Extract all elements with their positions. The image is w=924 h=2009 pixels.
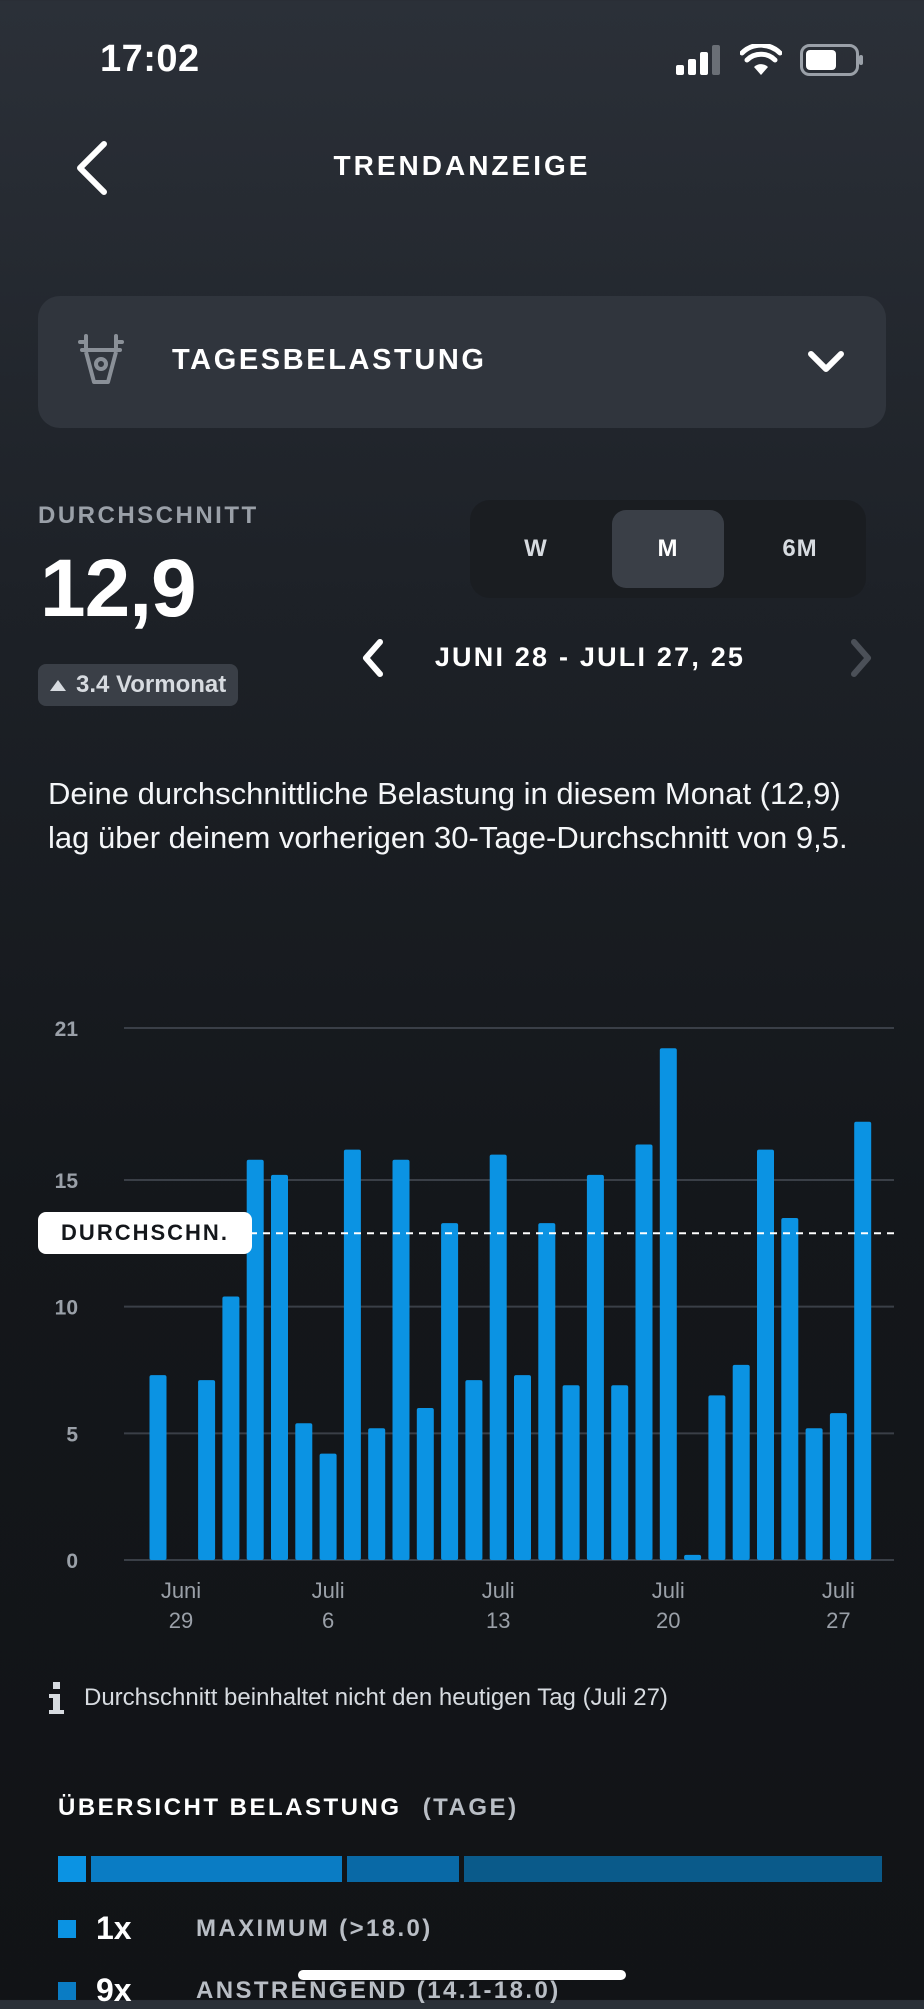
- home-indicator[interactable]: [298, 1970, 626, 1980]
- previous-month-text: 3.4 Vormonat: [76, 671, 227, 698]
- back-button[interactable]: [70, 140, 114, 196]
- chart-bar[interactable]: [149, 1375, 167, 1560]
- chart-bar[interactable]: [392, 1159, 410, 1560]
- page-title: TRENDANZEIGE: [333, 150, 591, 181]
- x-tick-day: 29: [169, 1608, 193, 1633]
- x-tick-month: Juli: [312, 1578, 345, 1603]
- overview-subtitle: (TAGE): [422, 1794, 519, 1821]
- y-tick-label: 0: [66, 1550, 78, 1573]
- info-note: Durchschnitt beinhaltet nicht den heutig…: [48, 1682, 668, 1714]
- x-tick-day: 13: [486, 1608, 510, 1633]
- metric-label: TAGESBELASTUNG: [172, 344, 487, 376]
- chart-bar[interactable]: [684, 1554, 702, 1560]
- up-triangle-icon: [50, 679, 66, 691]
- chart-bar[interactable]: [805, 1428, 823, 1560]
- strain-icon: [78, 334, 124, 384]
- x-tick-month: Juli: [652, 1578, 685, 1603]
- chart-bar[interactable]: [295, 1423, 313, 1560]
- previous-period-button[interactable]: [358, 636, 388, 680]
- chart-bar[interactable]: [757, 1149, 774, 1560]
- average-label: DURCHSCHNITT: [38, 502, 259, 529]
- chart-bar[interactable]: [514, 1375, 531, 1560]
- chevron-left-icon: [363, 639, 383, 677]
- average-chip: DURCHSCHN.: [38, 1212, 252, 1255]
- legend-count: 1x: [96, 1910, 132, 1946]
- chart-bar[interactable]: [271, 1174, 288, 1560]
- signal-icon: [676, 45, 720, 75]
- x-tick-month: Juli: [482, 1578, 515, 1603]
- summary-text: Deine durchschnittliche Belastung in die…: [48, 776, 848, 855]
- chart-bar[interactable]: [732, 1364, 750, 1560]
- chart-bar[interactable]: [489, 1154, 507, 1560]
- status-time: 17:02: [100, 38, 200, 80]
- legend-count: 9x: [96, 1972, 132, 2008]
- distribution-segment: [58, 1856, 86, 1882]
- chevron-down-icon: [808, 351, 844, 372]
- chart-bar[interactable]: [781, 1218, 799, 1560]
- chevron-left-icon: [77, 141, 107, 195]
- x-tick-month: Juni: [161, 1578, 201, 1603]
- legend-label: MAXIMUM (>18.0): [196, 1914, 433, 1942]
- chart-bar[interactable]: [538, 1223, 556, 1560]
- x-tick-month: Juli: [822, 1578, 855, 1603]
- overview-title-text: ÜBERSICHT BELASTUNG: [58, 1794, 402, 1821]
- chart-bar[interactable]: [611, 1385, 629, 1560]
- chart-bar[interactable]: [246, 1159, 264, 1560]
- overview-distribution-bar: [58, 1856, 882, 1882]
- chart-bar[interactable]: [829, 1413, 847, 1560]
- range-option-month[interactable]: M: [612, 510, 724, 588]
- average-value: 12,9: [40, 543, 197, 634]
- battery-icon: [800, 44, 863, 76]
- range-option-6-months[interactable]: 6M: [782, 535, 818, 562]
- chart-bar[interactable]: [222, 1296, 240, 1560]
- date-range: JUNI 28 - JULI 27, 25: [434, 642, 746, 672]
- legend-swatch: [58, 1981, 76, 2000]
- next-period-button[interactable]: [846, 636, 876, 680]
- status-icons: [676, 44, 864, 76]
- y-tick-label: 10: [55, 1297, 78, 1320]
- chart-bar[interactable]: [368, 1428, 386, 1560]
- chart-bar[interactable]: [319, 1453, 337, 1560]
- legend-row: 1x MAXIMUM (>18.0): [58, 1910, 433, 1947]
- x-tick-day: 20: [656, 1608, 680, 1633]
- range-toggle: W M 6M: [470, 500, 866, 598]
- wifi-icon: [740, 44, 782, 75]
- metric-selector[interactable]: TAGESBELASTUNG: [38, 296, 886, 428]
- chart-bar[interactable]: [343, 1149, 361, 1560]
- chart-bar[interactable]: [854, 1121, 872, 1560]
- strain-bar-chart: 21 15 10 5 0 Juni 29 Juli 6 Juli 13 Juli 20 Juli 27: [55, 1018, 894, 1633]
- chart-bar[interactable]: [198, 1380, 216, 1560]
- chart-bar[interactable]: [562, 1385, 580, 1560]
- y-tick-label: 21: [55, 1018, 79, 1041]
- info-text: Durchschnitt beinhaltet nicht den heutig…: [84, 1684, 668, 1711]
- chart-bar[interactable]: [659, 1048, 677, 1560]
- previous-month-badge: 3.4 Vormonat: [38, 664, 239, 706]
- chart-bar[interactable]: [465, 1380, 483, 1560]
- chart-bar[interactable]: [586, 1174, 604, 1560]
- info-icon: [49, 1682, 64, 1714]
- x-tick-day: 27: [826, 1608, 850, 1633]
- y-tick-label: 15: [55, 1170, 79, 1193]
- distribution-segment: [463, 1856, 882, 1882]
- distribution-segment: [90, 1856, 342, 1882]
- overview-title: ÜBERSICHT BELASTUNG (TAGE): [58, 1794, 519, 1822]
- chevron-right-icon: [851, 639, 871, 677]
- distribution-segment: [346, 1856, 459, 1882]
- x-tick-day: 6: [322, 1608, 334, 1633]
- legend-label: ANSTRENGEND (14.1-18.0): [196, 1976, 561, 2004]
- chart-bar[interactable]: [416, 1408, 434, 1560]
- y-tick-label: 5: [66, 1423, 78, 1446]
- chart-bar[interactable]: [441, 1223, 459, 1560]
- range-option-week[interactable]: W: [524, 535, 548, 562]
- legend-swatch: [58, 1919, 76, 1938]
- chart-bar[interactable]: [635, 1144, 653, 1560]
- chart-bar[interactable]: [708, 1395, 726, 1560]
